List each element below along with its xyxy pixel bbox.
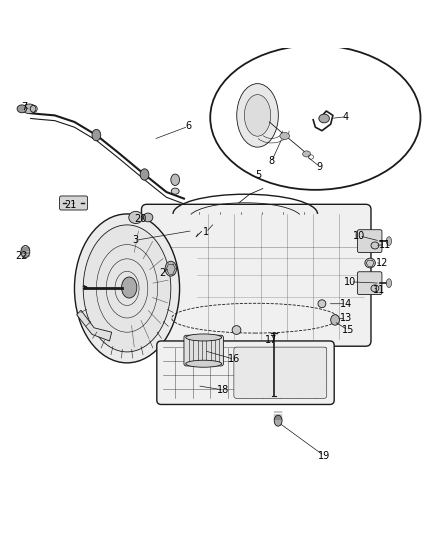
Text: 11: 11 bbox=[379, 240, 392, 249]
Ellipse shape bbox=[143, 213, 153, 222]
Polygon shape bbox=[77, 310, 112, 341]
Text: 7: 7 bbox=[21, 102, 27, 111]
Ellipse shape bbox=[74, 214, 180, 363]
Ellipse shape bbox=[386, 237, 392, 246]
Ellipse shape bbox=[371, 285, 379, 292]
Text: 20: 20 bbox=[134, 214, 146, 224]
Ellipse shape bbox=[186, 360, 222, 367]
Text: 4: 4 bbox=[343, 112, 349, 122]
Ellipse shape bbox=[23, 104, 36, 114]
Ellipse shape bbox=[17, 105, 27, 113]
Text: 17: 17 bbox=[265, 335, 278, 345]
Text: 16: 16 bbox=[228, 354, 240, 365]
FancyBboxPatch shape bbox=[141, 204, 371, 346]
Ellipse shape bbox=[171, 188, 179, 194]
Ellipse shape bbox=[232, 326, 241, 334]
Text: 5: 5 bbox=[255, 169, 261, 180]
Ellipse shape bbox=[165, 261, 177, 276]
Ellipse shape bbox=[244, 94, 271, 136]
Text: 14: 14 bbox=[340, 298, 352, 309]
Ellipse shape bbox=[319, 114, 329, 123]
Text: 10: 10 bbox=[344, 277, 357, 287]
Text: 12: 12 bbox=[376, 258, 388, 268]
Ellipse shape bbox=[83, 225, 171, 352]
Text: 2: 2 bbox=[159, 268, 165, 278]
Ellipse shape bbox=[274, 415, 282, 426]
Text: 9: 9 bbox=[317, 161, 323, 172]
Text: 13: 13 bbox=[340, 313, 352, 323]
Ellipse shape bbox=[303, 151, 311, 157]
Ellipse shape bbox=[237, 84, 279, 147]
Text: 15: 15 bbox=[342, 325, 354, 335]
Text: 22: 22 bbox=[16, 251, 28, 261]
Text: 1: 1 bbox=[203, 228, 209, 237]
FancyBboxPatch shape bbox=[357, 230, 382, 253]
FancyBboxPatch shape bbox=[234, 347, 327, 398]
Ellipse shape bbox=[331, 314, 339, 325]
Ellipse shape bbox=[92, 130, 101, 141]
FancyBboxPatch shape bbox=[60, 196, 88, 210]
Ellipse shape bbox=[129, 211, 143, 223]
Text: 6: 6 bbox=[185, 122, 191, 131]
Ellipse shape bbox=[365, 258, 375, 268]
Ellipse shape bbox=[171, 174, 180, 185]
Ellipse shape bbox=[371, 242, 379, 249]
Text: 10: 10 bbox=[353, 231, 365, 241]
Ellipse shape bbox=[121, 277, 137, 298]
Ellipse shape bbox=[210, 45, 420, 190]
Text: 11: 11 bbox=[373, 285, 385, 295]
FancyBboxPatch shape bbox=[357, 272, 382, 295]
Text: 18: 18 bbox=[217, 385, 230, 395]
Ellipse shape bbox=[386, 279, 392, 287]
FancyBboxPatch shape bbox=[184, 335, 223, 366]
Ellipse shape bbox=[318, 300, 326, 308]
Text: 3: 3 bbox=[133, 235, 139, 245]
Ellipse shape bbox=[280, 133, 290, 140]
Ellipse shape bbox=[186, 334, 222, 341]
Text: 8: 8 bbox=[268, 156, 275, 166]
Text: 19: 19 bbox=[318, 451, 330, 461]
Ellipse shape bbox=[21, 246, 30, 258]
Text: 21: 21 bbox=[64, 200, 76, 210]
Ellipse shape bbox=[140, 169, 149, 180]
FancyBboxPatch shape bbox=[157, 341, 334, 405]
